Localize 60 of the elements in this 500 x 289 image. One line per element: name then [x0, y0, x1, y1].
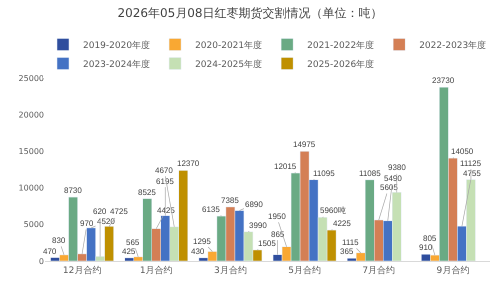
data-label: 23730 [432, 76, 455, 85]
x-tick-label: 3月合约 [214, 264, 247, 276]
data-label: 11095 [313, 169, 336, 178]
legend-label: 2024-2025年度 [195, 59, 262, 70]
data-label: 1950 [268, 212, 286, 221]
x-tick-label: 1月合约 [140, 264, 173, 276]
data-label: 8730 [64, 186, 82, 195]
data-label: 8525 [138, 188, 156, 197]
data-label: 805 [423, 234, 437, 243]
data-label: 11085 [359, 169, 382, 178]
y-tick-label: 10000 [18, 184, 44, 193]
legend-label: 2019-2020年度 [83, 40, 150, 52]
data-label: 425 [122, 247, 136, 256]
data-label: 4425 [157, 206, 176, 215]
data-label: 470 [43, 247, 57, 256]
data-label: 3990 [249, 221, 268, 230]
data-label: 430 [191, 247, 205, 256]
y-tick-label: 25000 [18, 74, 44, 83]
data-label: 14050 [451, 147, 474, 156]
legend-label: 2021-2022年度 [307, 40, 374, 52]
x-tick-label: 7月合约 [362, 264, 396, 276]
legend-label: 2025-2026年度 [307, 59, 374, 70]
chart-title: 2026年05月08日红枣期货交割情况（单位：吨） [117, 6, 383, 20]
data-label: 6195 [156, 177, 174, 186]
x-tick-label: 5月合约 [288, 264, 321, 276]
data-label: 565 [126, 238, 140, 247]
data-label: 1505 [258, 239, 276, 248]
data-label: 6890 [245, 200, 264, 209]
data-label: 4725 [110, 207, 128, 216]
y-tick-label: 5000 [24, 220, 44, 230]
x-tick-label: 12月合约 [62, 264, 102, 276]
data-label: 12015 [274, 162, 297, 171]
data-label: 12370 [177, 159, 200, 168]
data-label: 9380 [388, 163, 406, 172]
legend-label: 2023-2024年度 [83, 59, 150, 70]
data-label: 865 [271, 230, 285, 239]
legend-label: 2020-2021年度 [195, 40, 262, 52]
data-label: 11125 [460, 159, 482, 168]
data-label: 4755 [463, 169, 482, 178]
data-label: 365 [340, 247, 354, 256]
data-label: 5490 [384, 174, 402, 183]
data-label: 14975 [293, 140, 316, 149]
data-label: 5960吨 [320, 206, 346, 215]
data-label: 7385 [221, 196, 240, 205]
data-label: 5605 [380, 183, 398, 192]
data-label: 4225 [333, 219, 352, 228]
y-tick-label: 20000 [18, 110, 44, 120]
data-label: 6135 [202, 205, 220, 214]
data-label: 620 [93, 207, 107, 216]
data-label: 970 [80, 219, 94, 228]
y-tick-label: 15000 [18, 147, 44, 156]
data-label: 4520 [97, 217, 116, 226]
y-tick-label: 0 [38, 256, 44, 266]
data-label: 1295 [193, 237, 212, 246]
data-label: 4670 [155, 166, 174, 175]
data-label: 1115 [342, 238, 360, 247]
data-label: 830 [52, 236, 66, 245]
legend-label: 2022-2023年度 [419, 40, 486, 52]
data-label: 910 [419, 243, 433, 252]
x-tick-label: 9月合约 [436, 264, 470, 276]
